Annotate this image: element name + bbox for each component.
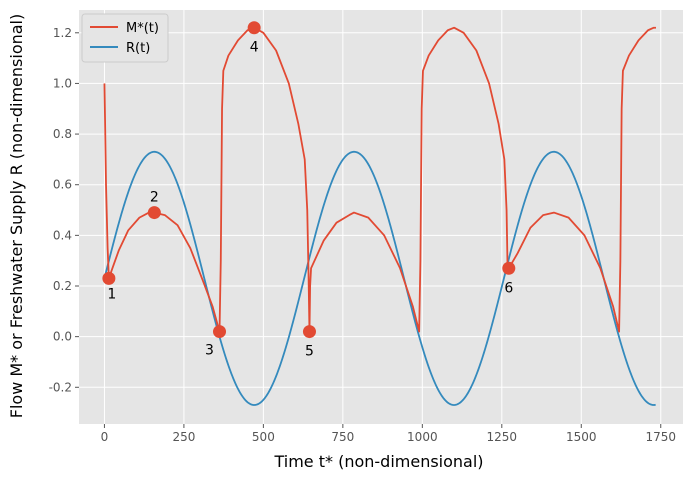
series-line-r (103, 150, 656, 406)
point-marker (502, 261, 516, 275)
point-label: 5 (305, 344, 314, 360)
y-tick-label: 0.2 (53, 279, 72, 293)
y-tick-label: -0.2 (49, 380, 72, 394)
y-tick-label: 0.4 (53, 228, 72, 242)
x-tick-label: 1750 (645, 430, 676, 444)
point-label: 6 (504, 280, 513, 296)
point-marker (102, 271, 116, 285)
point-label: 3 (205, 343, 214, 359)
y-axis-label: Flow M* or Freshwater Supply R (non-dime… (7, 14, 26, 418)
point-marker (213, 325, 227, 339)
legend-label-m: M*(t) (126, 21, 159, 36)
plot-background (79, 10, 683, 424)
y-tick-label: 0.8 (53, 127, 72, 141)
x-tick-label: 1000 (407, 430, 438, 444)
y-tick-label: 1.2 (53, 26, 72, 40)
point-label: 1 (107, 286, 116, 302)
y-tick-label: 0.6 (53, 178, 72, 192)
x-tick-label: 500 (252, 430, 275, 444)
markers: 1 2 3 4 5 6 (102, 21, 516, 360)
x-axis-ticks: 0 250 500 750 1000 1250 1500 1750 (101, 424, 676, 444)
point-label: 4 (250, 40, 259, 56)
legend: M*(t) R(t) (81, 13, 169, 63)
y-tick-label: 1.0 (53, 76, 72, 90)
grid (79, 10, 683, 424)
series-line-m (103, 26, 656, 333)
x-tick-label: 1500 (566, 430, 597, 444)
x-tick-label: 750 (331, 430, 354, 444)
legend-label-r: R(t) (126, 41, 150, 56)
x-axis-label: Time t* (non-dimensional) (273, 452, 483, 471)
point-marker (247, 21, 261, 35)
x-tick-label: 250 (172, 430, 195, 444)
y-axis-ticks: -0.2 0.0 0.2 0.4 0.6 0.8 1.0 1.2 (49, 26, 79, 394)
x-tick-label: 0 (101, 430, 109, 444)
point-marker (147, 206, 161, 220)
point-label: 2 (150, 190, 159, 206)
series-layer (103, 26, 656, 406)
y-tick-label: 0.0 (53, 330, 72, 344)
point-marker (302, 325, 316, 339)
x-tick-label: 1250 (487, 430, 518, 444)
